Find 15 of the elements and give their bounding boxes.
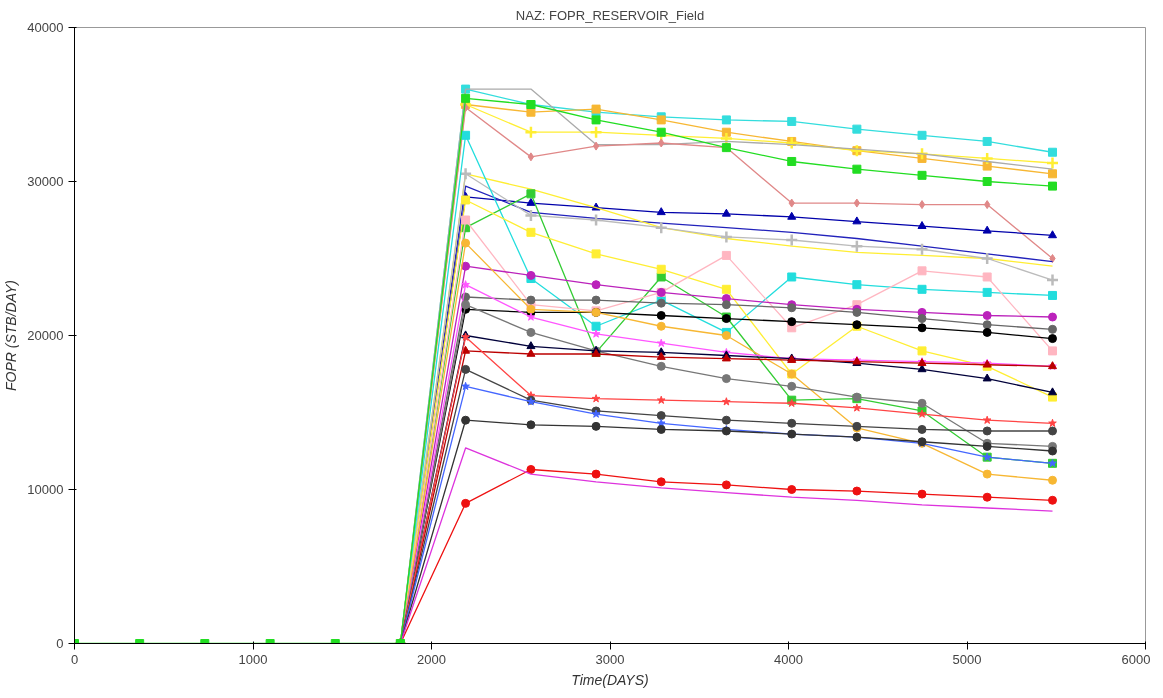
x-tick-label: 3000 [595, 651, 625, 667]
x-axis-title: Time(DAYS) [571, 671, 649, 688]
x-tick-label: 2000 [417, 651, 446, 667]
y-tick-label: 0 [56, 636, 64, 651]
chart-title: NAZ: FOPR_RESERVOIR_Field [515, 7, 705, 23]
x-tick-label: 6000 [1121, 651, 1151, 667]
y-axis-title: FOPR (STB/DAY) [3, 280, 20, 391]
x-tick-label: 5000 [952, 651, 982, 667]
x-tick-label: 0 [70, 651, 79, 667]
y-tick-label: 40000 [27, 20, 64, 35]
y-tick-label: 20000 [27, 328, 64, 343]
y-tick-label: 30000 [27, 174, 64, 189]
x-tick-label: 1000 [238, 651, 268, 667]
x-tick-label: 4000 [774, 651, 803, 667]
y-tick-label: 10000 [27, 482, 64, 497]
